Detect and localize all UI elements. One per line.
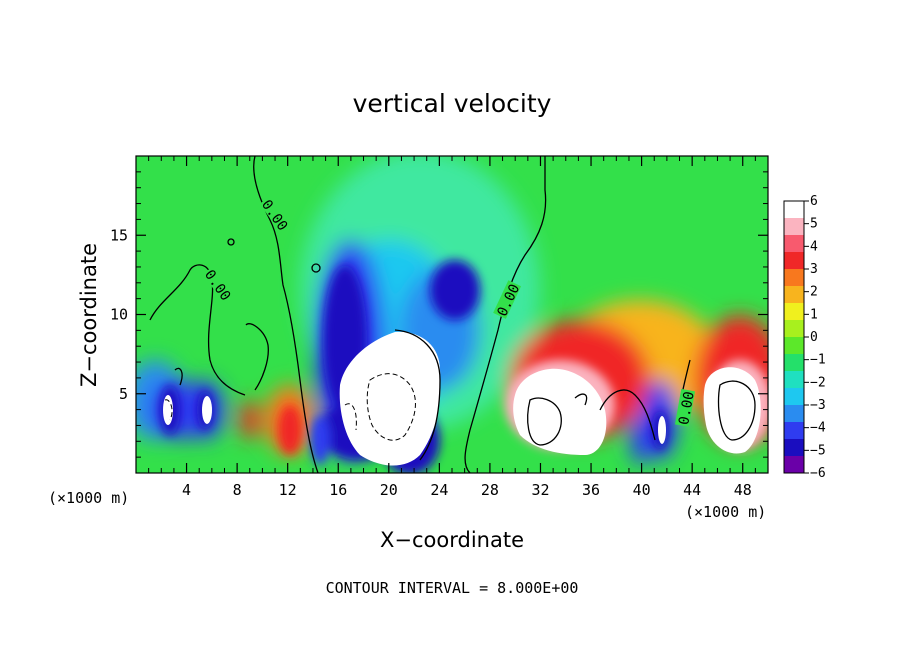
x-axis: 4 8 12 16 20 24 28 32 36 40 44 48 <box>148 156 756 499</box>
colorbar-swatch <box>784 320 804 338</box>
colorbar-swatch <box>784 286 804 304</box>
x-tick-label: 44 <box>683 481 701 499</box>
colorbar-tick-label: −6 <box>810 466 826 481</box>
contour-lines-negative <box>164 373 416 441</box>
colorbar-swatch <box>784 456 804 474</box>
y-axis-label: Z−coordinate <box>77 243 101 387</box>
colorbar-tick-label: 1 <box>810 307 818 322</box>
colorbar-swatch <box>784 201 804 219</box>
core-white-center <box>339 331 441 466</box>
colorbar-swatch <box>784 439 804 457</box>
x-unit-right: (×1000 m) <box>685 503 766 521</box>
colorbar-tick-label: −3 <box>810 398 826 413</box>
contour-label-bg <box>259 195 292 234</box>
colorbar-swatch <box>784 337 804 355</box>
core-white-mid-right <box>658 416 666 444</box>
x-tick-label: 16 <box>329 481 347 499</box>
x-tick-label: 40 <box>633 481 651 499</box>
x-tick-label: 24 <box>430 481 448 499</box>
x-tick-label: 8 <box>233 481 242 499</box>
x-axis-label: X−coordinate <box>380 528 524 552</box>
heatmap-field <box>136 156 768 473</box>
contour-interval-label: CONTOUR INTERVAL = 8.000E+00 <box>326 579 579 597</box>
x-tick-label: 20 <box>380 481 398 499</box>
core-white-left-2 <box>202 396 212 424</box>
x-tick-label: 48 <box>734 481 752 499</box>
colorbar-swatch <box>784 371 804 389</box>
colorbar-tick-label: −4 <box>810 421 826 436</box>
colorbar: 6 5 4 3 2 1 0 −1 −2 −3 −4 −5 −6 <box>783 194 826 481</box>
x-tick-label: 32 <box>531 481 549 499</box>
colorbar-tick-label: −5 <box>810 443 826 458</box>
colorbar-swatch <box>784 354 804 372</box>
colorbar-tick-label: 6 <box>810 194 818 209</box>
colorbar-swatch <box>784 235 804 253</box>
x-tick-label: 12 <box>279 481 297 499</box>
colorbar-swatch <box>784 218 804 236</box>
colorbar-swatch <box>784 422 804 440</box>
colorbar-tick-label: 5 <box>810 217 818 232</box>
x-tick-label: 4 <box>182 481 191 499</box>
chart-title: vertical velocity <box>353 89 552 118</box>
contour-value-label: 0.00 <box>676 390 698 426</box>
contour-label-bg <box>493 280 522 319</box>
y-tick-label: 5 <box>119 385 128 403</box>
colorbar-tick-label: −1 <box>810 353 826 368</box>
y-axis: 5 10 15 <box>110 171 768 458</box>
colorbar-swatch <box>784 405 804 423</box>
colorbar-tick-label: −2 <box>810 375 826 390</box>
y-tick-label: 15 <box>110 226 128 244</box>
core-white-left-1 <box>163 395 173 425</box>
x-unit-left: (×1000 m) <box>48 489 129 507</box>
colorbar-tick-label: 0 <box>810 330 818 345</box>
x-tick-label: 28 <box>481 481 499 499</box>
colorbar-tick-label: 4 <box>810 239 818 254</box>
x-tick-label: 36 <box>582 481 600 499</box>
colorbar-swatch <box>784 388 804 406</box>
colorbar-swatch <box>784 303 804 321</box>
contour-label-bg <box>202 265 235 304</box>
colorbar-swatch <box>784 269 804 287</box>
colorbar-tick-label: 3 <box>810 262 818 277</box>
colorbar-swatch <box>784 252 804 270</box>
contour-lines <box>149 156 756 473</box>
contour-label-bg <box>674 388 696 427</box>
y-tick-label: 10 <box>110 306 128 324</box>
colorbar-tick-label: 2 <box>810 285 818 300</box>
